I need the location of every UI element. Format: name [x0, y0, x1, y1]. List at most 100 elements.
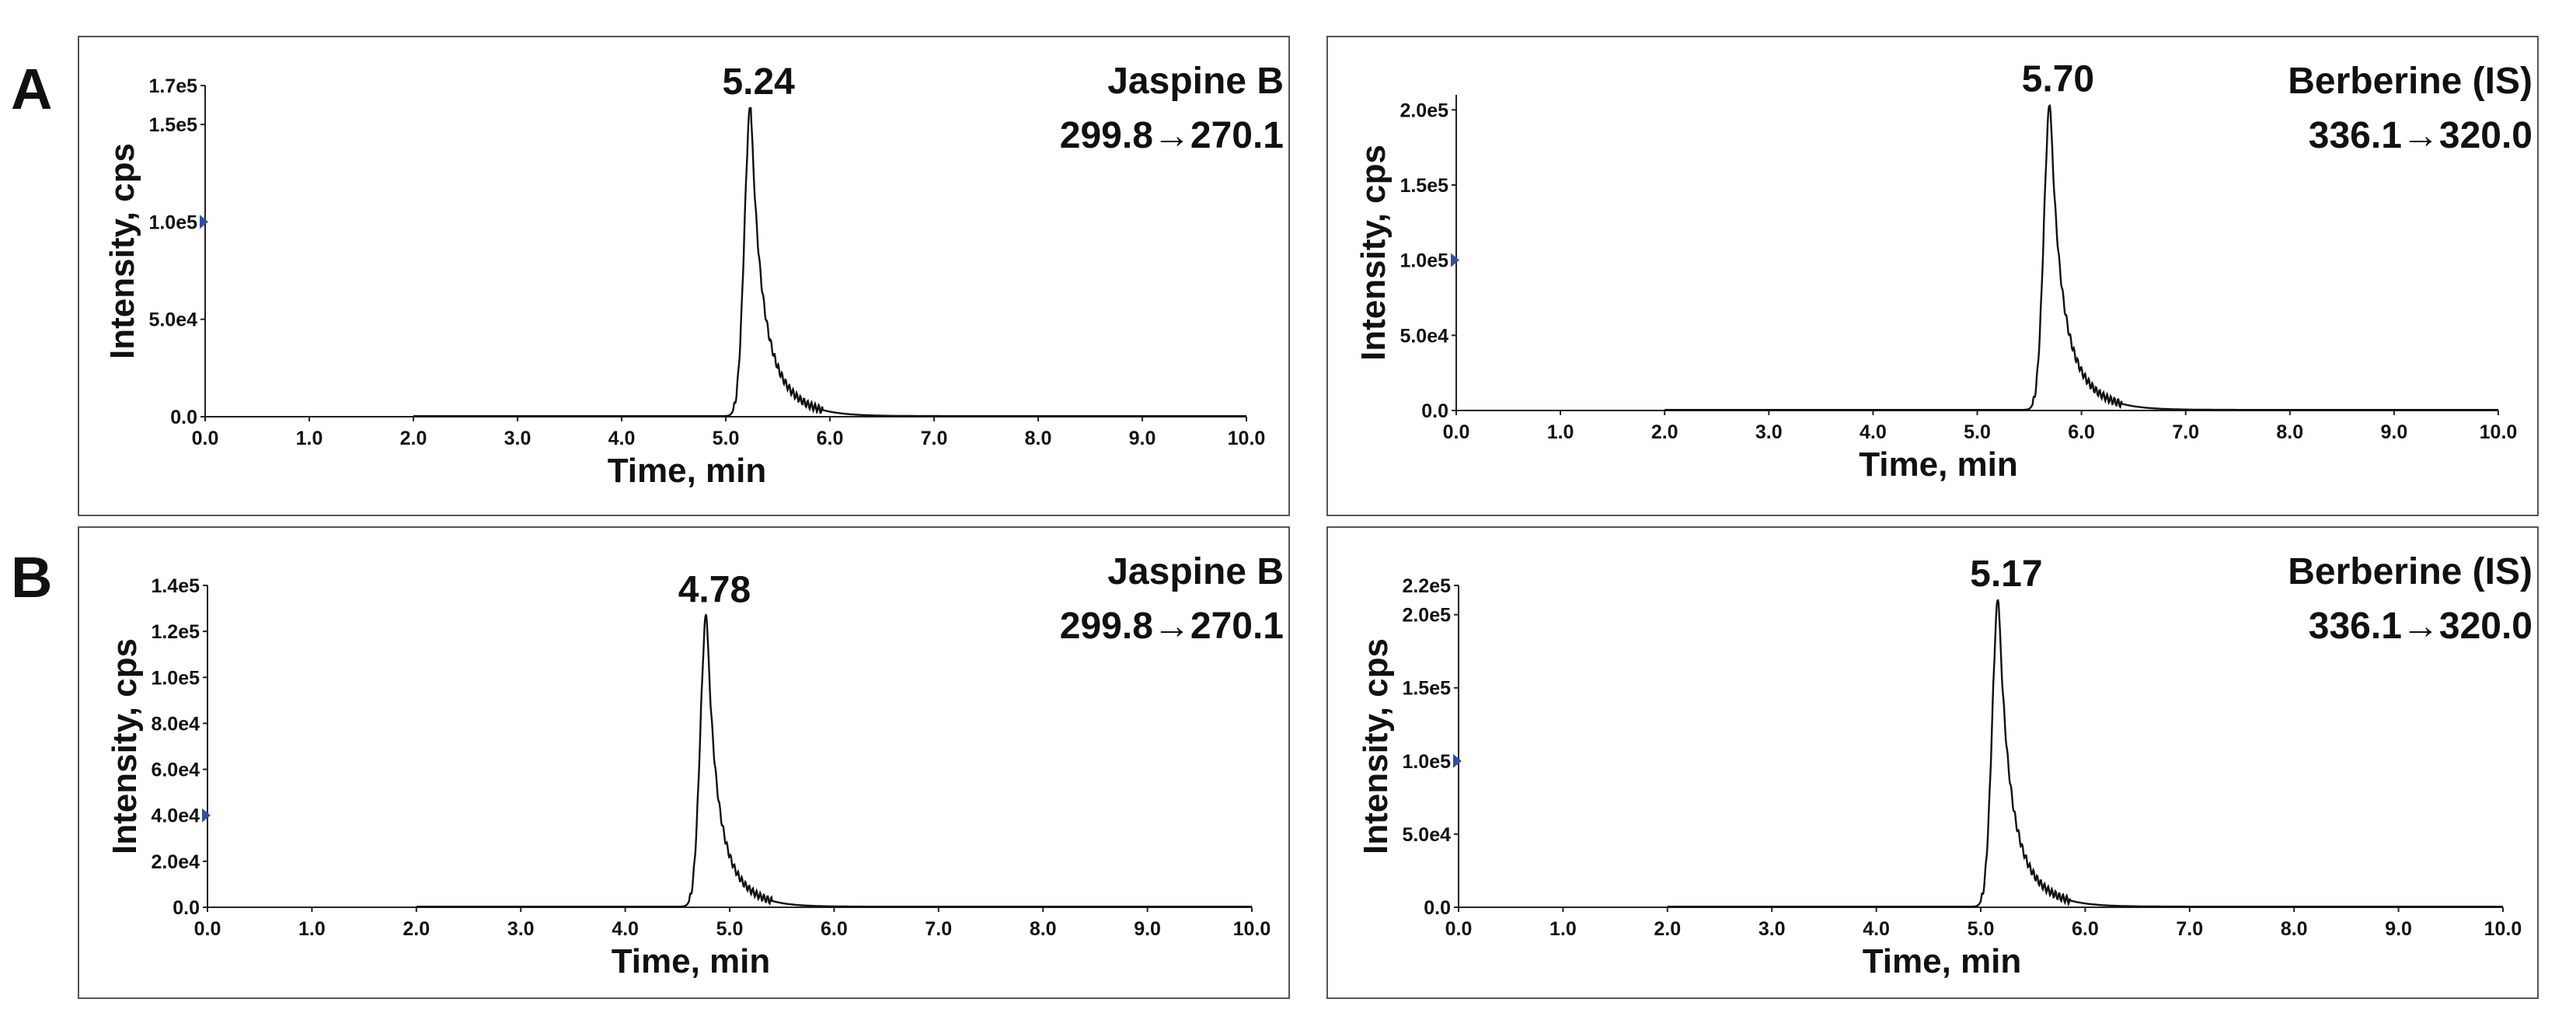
x-tick-label: 9.0 — [2381, 421, 2408, 443]
compound-name-label: Berberine (IS) — [2288, 551, 2532, 592]
x-tick-label: 6.0 — [2072, 918, 2099, 940]
x-tick-label: 10.0 — [2480, 421, 2518, 443]
y-tick-label: 0.0 — [173, 897, 200, 919]
mrm-transition-label: 299.8→270.1 — [1060, 606, 1284, 647]
chromatogram-svg: 0.0 1.0 2.0 3.0 4.0 5.0 6.0 7.0 8.0 9.0 10.0 0.0 5.0… — [1354, 59, 2532, 484]
peak-retention-label: 5.17 — [1970, 554, 2042, 595]
y-level-marker-icon — [200, 215, 208, 229]
y-tick-label: 5.0e4 — [1402, 824, 1451, 846]
x-tick-label: 3.0 — [1755, 421, 1783, 443]
y-tick-label: 1.7e5 — [148, 75, 197, 97]
x-axis-title: Time, min — [608, 452, 767, 490]
y-axis-title: Intensity, cps — [103, 143, 141, 359]
x-tick-label: 0.0 — [1445, 918, 1473, 940]
y-tick-label: 2.0e5 — [1402, 605, 1451, 627]
x-tick-label: 8.0 — [1030, 918, 1057, 940]
x-tick-label: 3.0 — [1759, 918, 1786, 940]
x-tick-label: 3.0 — [507, 918, 535, 940]
x-tick-label: 1.0 — [298, 918, 326, 940]
mrm-transition-label: 336.1→320.0 — [2309, 115, 2532, 156]
x-tick-label: 9.0 — [2385, 918, 2412, 940]
x-tick-label: 1.0 — [1547, 421, 1574, 443]
y-tick-label: 1.5e5 — [1400, 175, 1448, 197]
x-tick-label: 0.0 — [194, 918, 221, 940]
chromatogram-svg: 0.0 1.0 2.0 3.0 4.0 5.0 6.0 7.0 8.0 9.0 10.0 0.0 2.0… — [106, 551, 1284, 980]
chromatogram-svg: 0.0 1.0 2.0 3.0 4.0 5.0 6.0 7.0 8.0 9.0 10.0 0.0 5.0… — [1357, 551, 2532, 980]
row-label-b: B — [11, 545, 53, 610]
y-tick-label: 5.0e4 — [148, 309, 197, 331]
y-tick-label: 2.0e5 — [1400, 100, 1448, 121]
compound-name-label: Berberine (IS) — [2288, 61, 2532, 102]
x-tick-label: 7.0 — [2176, 918, 2203, 940]
x-tick-label: 10.0 — [2484, 918, 2522, 940]
y-level-marker-icon — [1453, 753, 1462, 768]
chromatogram-trace — [1667, 599, 2503, 908]
y-tick-label: 1.0e5 — [1402, 751, 1451, 773]
y-tick-label: 1.5e5 — [148, 114, 197, 136]
chart-panel-a-right: 0.0 1.0 2.0 3.0 4.0 5.0 6.0 7.0 8.0 9.0 10.0 0.0 5.0… — [1326, 36, 2539, 516]
chart-panel-b-right: 0.0 1.0 2.0 3.0 4.0 5.0 6.0 7.0 8.0 9.0 10.0 0.0 5.0… — [1326, 526, 2539, 999]
chart-panel-a-left: 0.0 1.0 2.0 3.0 4.0 5.0 6.0 7.0 8.0 9.0 10.0 0.0 5.0… — [78, 36, 1290, 516]
x-tick-label: 8.0 — [2281, 918, 2308, 940]
x-tick-label: 6.0 — [817, 428, 844, 449]
y-tick-label: 1.0e5 — [1400, 250, 1448, 272]
y-tick-label: 4.0e4 — [151, 805, 200, 827]
y-tick-label: 0.0 — [170, 407, 197, 428]
peak-retention-label: 5.70 — [2022, 59, 2094, 100]
x-tick-label: 7.0 — [925, 918, 952, 940]
peak-retention-label: 4.78 — [678, 569, 751, 610]
x-tick-label: 4.0 — [608, 428, 636, 449]
x-tick-label: 8.0 — [2276, 421, 2303, 443]
x-tick-label: 10.0 — [1228, 428, 1266, 449]
x-tick-label: 1.0 — [296, 428, 323, 449]
x-tick-label: 1.0 — [1549, 918, 1577, 940]
x-axis-title: Time, min — [1859, 445, 2018, 484]
x-tick-label: 5.0 — [1964, 421, 1991, 443]
x-tick-label: 5.0 — [716, 918, 744, 940]
y-tick-label: 2.0e4 — [151, 851, 200, 873]
y-tick-label: 0.0 — [1424, 897, 1451, 919]
y-axis-title: Intensity, cps — [106, 638, 144, 854]
x-axis-title: Time, min — [612, 942, 771, 980]
y-tick-label: 2.2e5 — [1402, 575, 1451, 597]
y-tick-label: 6.0e4 — [151, 760, 200, 781]
x-tick-label: 9.0 — [1129, 428, 1156, 449]
y-tick-label: 5.0e4 — [1400, 325, 1448, 347]
row-label-a: A — [11, 57, 53, 121]
y-tick-label: 1.2e5 — [151, 621, 200, 643]
chart-panel-b-left: 0.0 1.0 2.0 3.0 4.0 5.0 6.0 7.0 8.0 9.0 10.0 0.0 2.0… — [78, 526, 1290, 999]
x-tick-label: 2.0 — [1654, 918, 1681, 940]
y-level-marker-icon — [202, 808, 211, 823]
chromatogram-trace — [413, 107, 1246, 417]
compound-name-label: Jaspine B — [1107, 61, 1284, 102]
x-tick-label: 4.0 — [1863, 918, 1890, 940]
x-tick-label: 3.0 — [504, 428, 532, 449]
x-tick-label: 0.0 — [1443, 421, 1470, 443]
y-tick-label: 1.0e5 — [148, 211, 197, 233]
x-axis-title: Time, min — [1863, 942, 2022, 980]
x-tick-label: 2.0 — [403, 918, 430, 940]
chromatogram-trace — [1664, 104, 2498, 411]
x-tick-label: 6.0 — [2068, 421, 2095, 443]
x-tick-label: 9.0 — [1134, 918, 1161, 940]
x-tick-label: 10.0 — [1233, 918, 1271, 940]
x-tick-label: 7.0 — [921, 428, 948, 449]
y-tick-label: 1.4e5 — [151, 575, 200, 597]
x-tick-label: 6.0 — [821, 918, 848, 940]
y-tick-label: 8.0e4 — [151, 713, 200, 735]
y-tick-label: 1.5e5 — [1402, 678, 1451, 700]
mrm-transition-label: 299.8→270.1 — [1060, 115, 1284, 156]
x-tick-label: 2.0 — [400, 428, 427, 449]
peak-retention-label: 5.24 — [722, 61, 795, 103]
compound-name-label: Jaspine B — [1107, 551, 1284, 592]
x-tick-label: 8.0 — [1025, 428, 1052, 449]
y-tick-label: 1.0e5 — [151, 667, 200, 689]
mrm-transition-label: 336.1→320.0 — [2309, 606, 2532, 647]
y-axis-title: Intensity, cps — [1354, 145, 1393, 361]
x-tick-label: 0.0 — [192, 428, 219, 449]
chromatogram-trace — [416, 613, 1252, 908]
x-tick-label: 5.0 — [1968, 918, 1995, 940]
x-tick-label: 7.0 — [2172, 421, 2199, 443]
x-tick-label: 4.0 — [612, 918, 639, 940]
y-tick-label: 0.0 — [1421, 400, 1448, 422]
